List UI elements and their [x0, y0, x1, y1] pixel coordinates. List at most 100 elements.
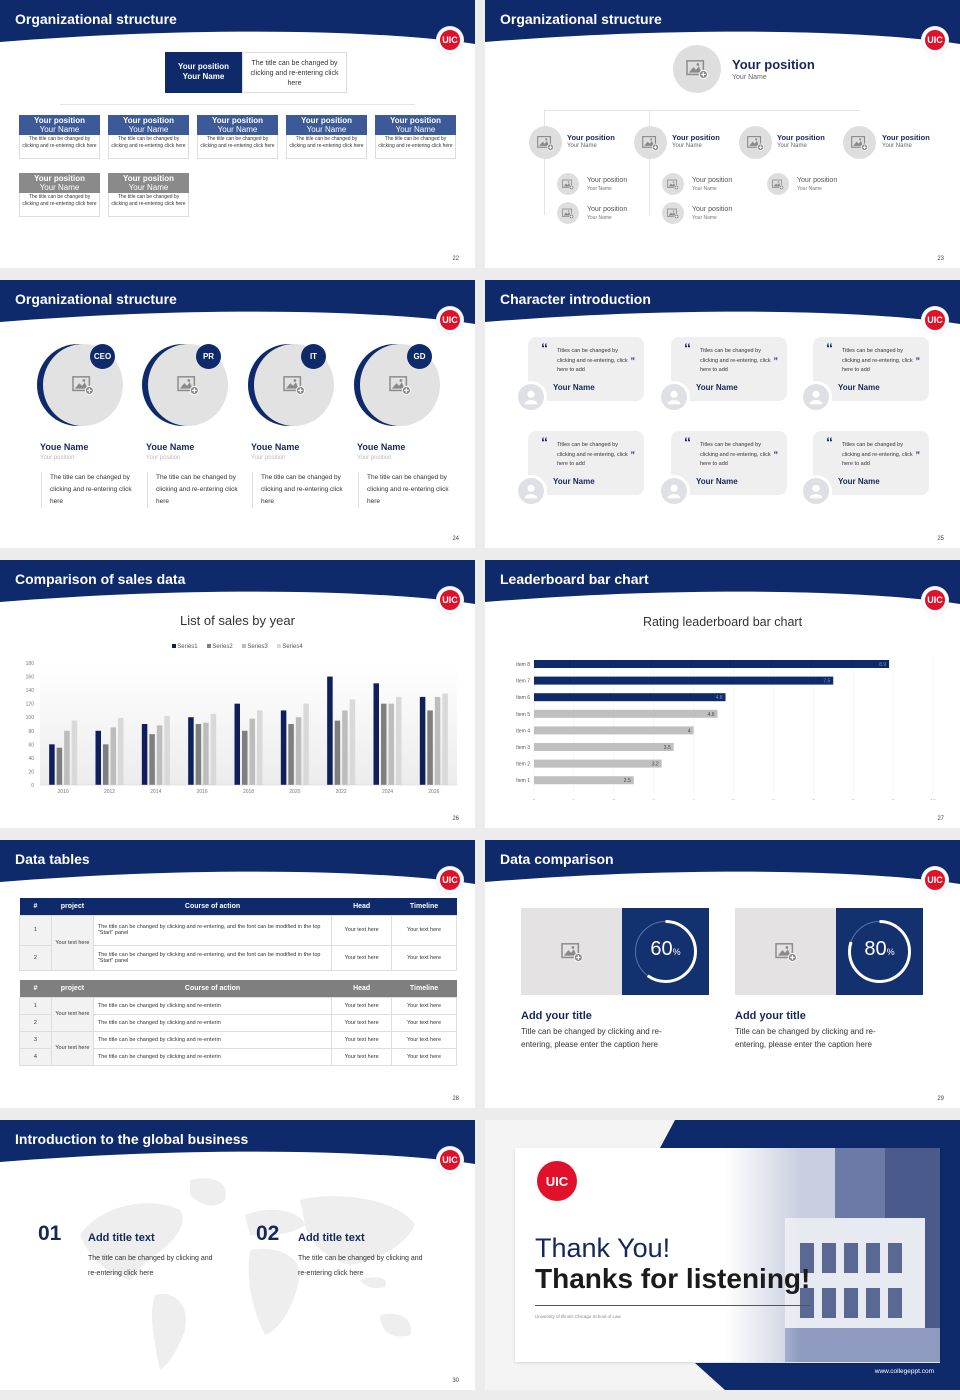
quote-card[interactable]: “ Titles can be changed by clicking and …: [671, 431, 787, 495]
quote-card[interactable]: “ Titles can be changed by clicking and …: [528, 431, 644, 495]
svg-text:10: 10: [930, 799, 936, 800]
quote-card[interactable]: “ Titles can be changed by clicking and …: [813, 337, 929, 401]
slide-22[interactable]: Organizational structure UIC Your positi…: [0, 0, 475, 268]
slide-title: Data comparison: [500, 851, 614, 867]
svg-text:Item 6: Item 6: [516, 695, 530, 701]
building-photo: [725, 1148, 940, 1362]
quote-card[interactable]: “ Titles can be changed by clicking and …: [813, 431, 929, 495]
open-quote-icon: “: [826, 340, 833, 356]
image-placeholder-icon: [686, 59, 708, 79]
slide-header: Organizational structure UIC: [0, 280, 475, 333]
slide-30[interactable]: Introduction to the global business UIC …: [0, 1120, 475, 1390]
svg-text:140: 140: [26, 688, 35, 694]
position-label: Your position: [732, 57, 815, 72]
user-avatar-icon: [658, 475, 690, 507]
avatar-placeholder[interactable]: [529, 126, 562, 159]
slide-31[interactable]: UIC Thank You! Thanks for listening! Uni…: [485, 1120, 960, 1390]
image-placeholder-icon: [177, 375, 199, 395]
slide-23[interactable]: Organizational structure UIC Your positi…: [485, 0, 960, 268]
slide-26[interactable]: Comparison of sales data UIC List of sal…: [0, 560, 475, 828]
org-box[interactable]: Your position Your Name The title can be …: [197, 115, 278, 159]
slide-29[interactable]: Data comparison UIC 60% Add your title T…: [485, 840, 960, 1108]
thanks-subheading: Thanks for listening!: [535, 1263, 811, 1294]
org-box[interactable]: Your position Your Name The title can be …: [19, 173, 100, 217]
slide-28[interactable]: Data tables UIC # project Course of acti…: [0, 840, 475, 1108]
svg-text:100: 100: [26, 715, 35, 721]
svg-text:2010: 2010: [58, 789, 69, 795]
thank-you-heading: Thank You!: [535, 1233, 671, 1263]
image-placeholder[interactable]: [521, 908, 622, 995]
avatar-placeholder[interactable]: [673, 45, 721, 93]
position-label: Your position: [692, 177, 733, 184]
avatar-placeholder[interactable]: [557, 202, 579, 224]
leaderboard-bar-chart: 0 1 2 3 4 5 6 7 8 9 10 Item 8 8.9 Item 7 7.5 Item 6 4.8 I…: [516, 656, 936, 800]
quote-name: Your Name: [838, 383, 880, 392]
avatar-placeholder[interactable]: [557, 173, 579, 195]
org-box-desc: The title can be changed by clicking and…: [375, 135, 456, 159]
table-row[interactable]: 1 Your text here The title can be change…: [19, 914, 457, 971]
org-box-desc: The title can be changed by clicking and…: [197, 135, 278, 159]
progress-panel: 60%: [622, 908, 709, 995]
col-header: Timeline: [409, 984, 439, 992]
quote-card[interactable]: “ Titles can be changed by clicking and …: [671, 337, 787, 401]
open-quote-icon: “: [684, 340, 691, 356]
slide-25[interactable]: Character introduction UIC “ Titles can …: [485, 280, 960, 548]
slide-header: Leaderboard bar chart UIC: [485, 560, 960, 613]
uic-logo: UIC: [537, 1161, 577, 1201]
image-placeholder-icon: [772, 179, 784, 190]
svg-text:5: 5: [732, 799, 735, 800]
org-box[interactable]: Your position Your Name The title can be …: [375, 115, 456, 159]
avatar-placeholder[interactable]: [739, 126, 772, 159]
table-row[interactable]: 1 Your text here The title can be change…: [19, 996, 457, 1032]
slide-27[interactable]: Leaderboard bar chart UIC Rating leaderb…: [485, 560, 960, 828]
legend-item: Series1: [172, 644, 198, 650]
org-box[interactable]: Your position Your Name The title can be …: [108, 173, 189, 217]
slide-header: Data comparison UIC: [485, 840, 960, 893]
org-box[interactable]: Your position Your Name The title can be …: [19, 115, 100, 159]
name-label: Your Name: [692, 186, 717, 192]
name-label: Your Name: [128, 183, 169, 192]
avatar-placeholder[interactable]: [767, 173, 789, 195]
role-photo[interactable]: [354, 344, 440, 426]
name-label: Your Name: [395, 125, 436, 134]
org-box[interactable]: Your position Your Name The title can be …: [286, 115, 367, 159]
top-position-box[interactable]: Your position Your Name: [165, 52, 242, 93]
item-title: Add title text: [88, 1232, 155, 1244]
position-label: Your position: [123, 116, 174, 125]
col-header: #: [33, 902, 38, 910]
image-placeholder[interactable]: [735, 908, 836, 995]
percent-value: 80%: [864, 938, 895, 960]
item-number: 01: [38, 1222, 62, 1245]
table-row[interactable]: 4 The title can be changed by clicking a…: [19, 1047, 457, 1066]
uic-logo: UIC: [437, 27, 463, 53]
avatar-placeholder[interactable]: [662, 202, 684, 224]
person-name: Youe Name: [40, 442, 89, 452]
legend-item: Series2: [207, 644, 233, 650]
org-box[interactable]: Your position Your Name The title can be …: [108, 115, 189, 159]
uic-logo: UIC: [922, 27, 948, 53]
open-quote-icon: “: [541, 340, 548, 356]
svg-text:8.9: 8.9: [879, 662, 886, 668]
user-avatar-icon: [800, 475, 832, 507]
quote-name: Your Name: [553, 383, 595, 392]
name-label: Your Name: [587, 186, 612, 192]
table-row[interactable]: 3 Your text here The title can be change…: [19, 1030, 457, 1066]
avatar-placeholder[interactable]: [843, 126, 876, 159]
svg-text:2016: 2016: [197, 789, 208, 795]
role-photo[interactable]: [37, 344, 123, 426]
table-row[interactable]: 2 The title can be changed by clicking a…: [19, 1013, 457, 1032]
slide-24[interactable]: Organizational structure UIC CEO Youe Na…: [0, 280, 475, 548]
avatar-placeholder[interactable]: [634, 126, 667, 159]
svg-text:80: 80: [28, 729, 34, 735]
table-row[interactable]: 2 The title can be changed by clicking a…: [19, 944, 457, 971]
role-badge: GD: [407, 344, 432, 369]
uic-logo: UIC: [922, 867, 948, 893]
website-url[interactable]: www.collegeppt.com: [874, 1368, 934, 1375]
col-header: Course of action: [184, 902, 241, 910]
image-placeholder-icon: [667, 208, 679, 219]
image-placeholder-icon: [667, 179, 679, 190]
progress-panel: 80%: [836, 908, 923, 995]
quote-card[interactable]: “ Titles can be changed by clicking and …: [528, 337, 644, 401]
org-box-desc: The title can be changed by clicking and…: [108, 135, 189, 159]
avatar-placeholder[interactable]: [662, 173, 684, 195]
